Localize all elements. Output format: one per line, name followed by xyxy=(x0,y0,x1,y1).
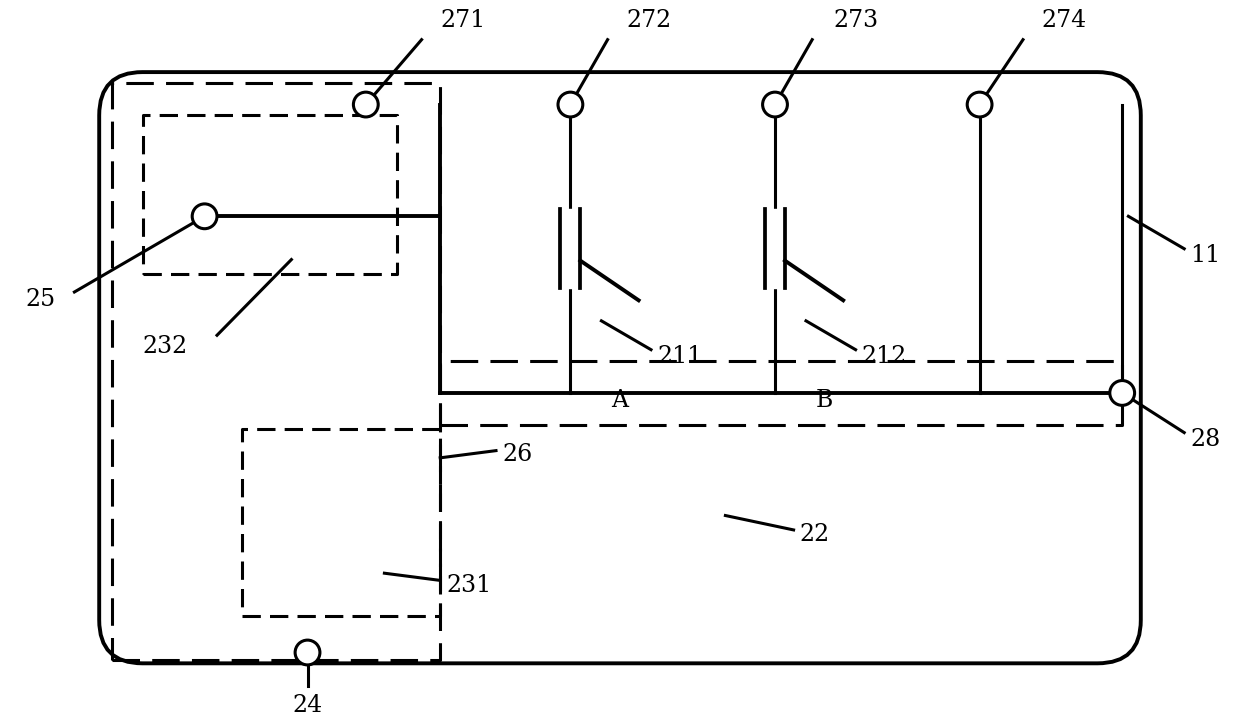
Text: 26: 26 xyxy=(502,443,532,466)
Circle shape xyxy=(192,204,217,229)
Text: 232: 232 xyxy=(143,335,187,358)
Text: 212: 212 xyxy=(862,345,908,368)
Text: 211: 211 xyxy=(657,345,703,368)
Text: 11: 11 xyxy=(1190,244,1220,267)
Circle shape xyxy=(353,92,378,117)
Text: 271: 271 xyxy=(440,9,485,32)
Text: 28: 28 xyxy=(1190,428,1220,451)
Text: B: B xyxy=(816,389,833,412)
Circle shape xyxy=(295,640,320,665)
Circle shape xyxy=(967,92,992,117)
Text: 24: 24 xyxy=(293,694,322,717)
Text: A: A xyxy=(611,389,629,412)
Circle shape xyxy=(1110,381,1135,405)
Circle shape xyxy=(763,92,787,117)
Text: 22: 22 xyxy=(800,523,830,547)
Text: 273: 273 xyxy=(833,9,878,32)
Text: 25: 25 xyxy=(26,288,56,311)
Text: 274: 274 xyxy=(1042,9,1086,32)
Circle shape xyxy=(558,92,583,117)
Text: 272: 272 xyxy=(626,9,671,32)
Text: 231: 231 xyxy=(446,574,491,597)
